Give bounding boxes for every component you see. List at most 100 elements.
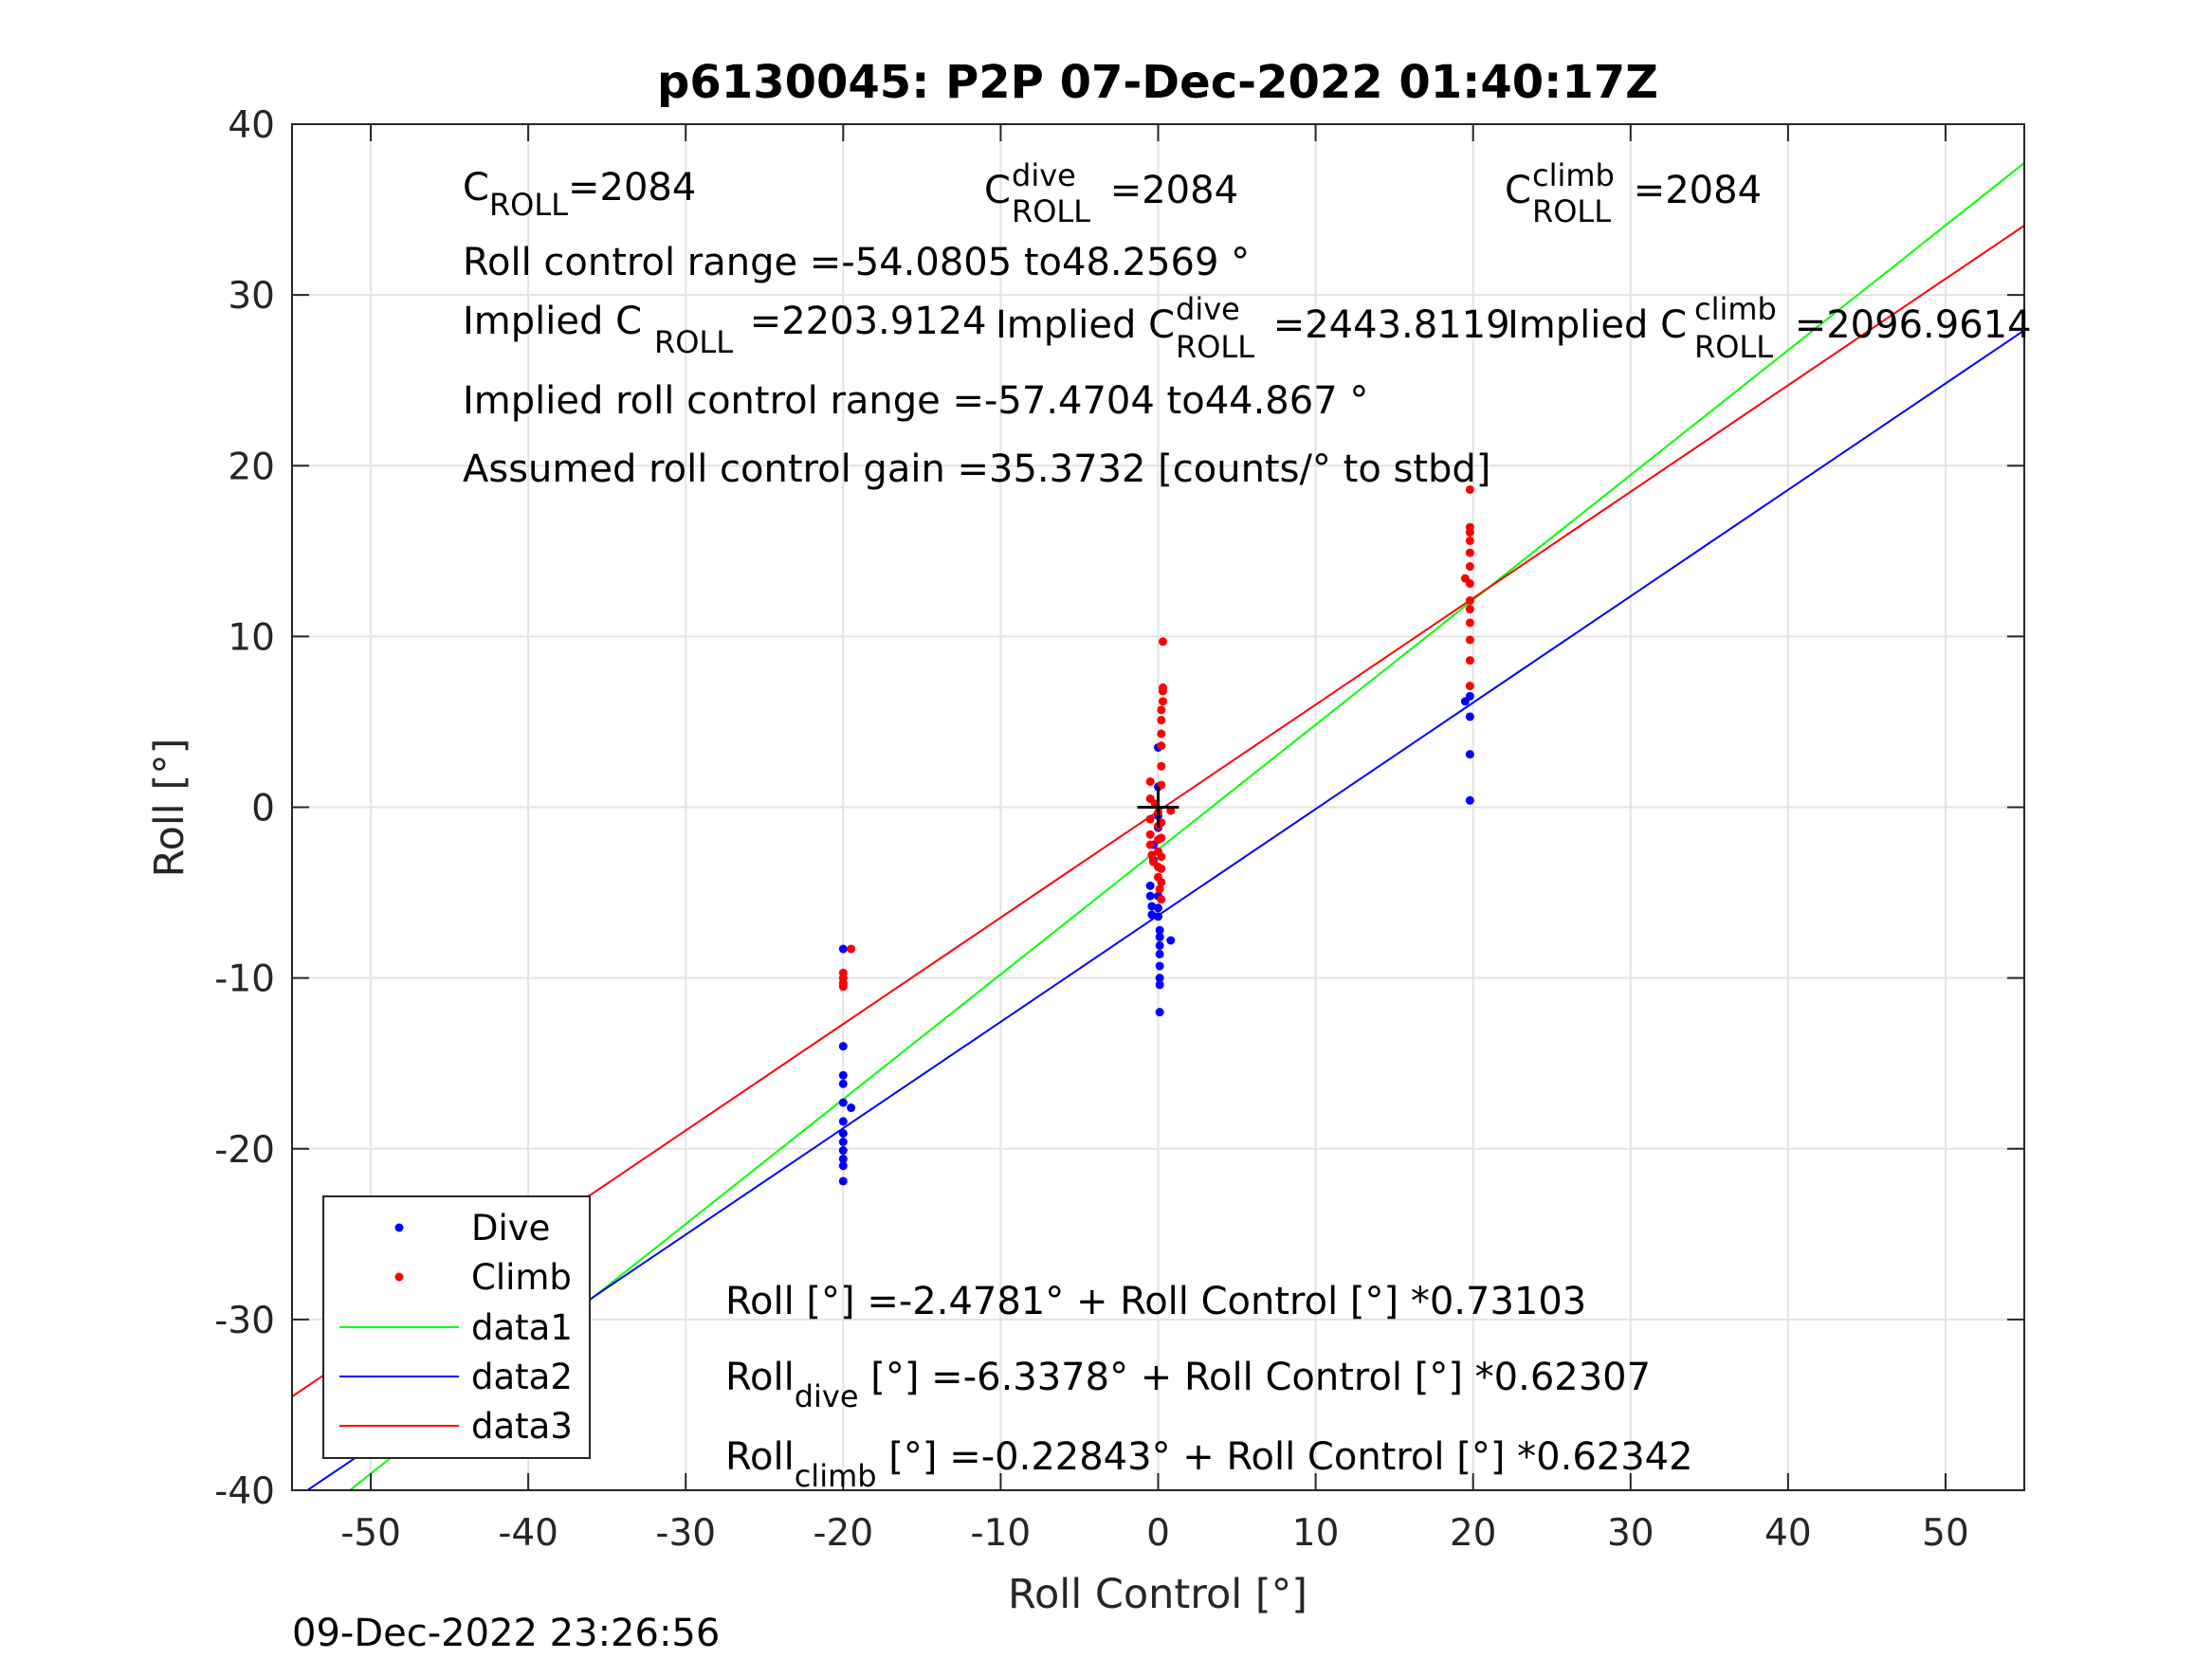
climb-point [1155,884,1164,894]
x-tick-label: -40 [498,1512,558,1555]
x-tick-label: 10 [1292,1512,1340,1555]
legend-dive-marker [394,1223,404,1232]
x-tick-label: 50 [1922,1512,1969,1555]
climb-point [1465,548,1474,557]
climb-point [1147,850,1157,860]
climb-point [1157,864,1166,873]
legend-climb-label: Climb [471,1257,572,1298]
y-tick-label: 30 [228,275,275,318]
dive-point [838,1070,848,1080]
climb-point [1465,605,1474,614]
dive-point [1465,795,1474,805]
c-roll-climb-annotation: Cclimb ROLL =2084 [1505,157,1762,229]
climb-point [1465,682,1474,691]
dive-point [1465,691,1474,701]
climb-point [1158,697,1167,706]
x-tick-label: 20 [1450,1512,1497,1555]
x-tick-label: -30 [655,1512,716,1555]
dive-point [838,1146,848,1156]
dive-point [1154,903,1162,913]
climb-point [1465,562,1474,572]
dive-point [1145,891,1155,901]
y-tick-labels: 40 30 20 10 0 -10 -20 -30 -40 [214,104,275,1513]
fit-dive-equation: Rolldive [°] =-6.3378° + Roll Control [°… [725,1356,1651,1414]
climb-point [1465,618,1474,628]
dive-point [1145,881,1155,890]
dive-point [1155,932,1164,941]
x-axis-label: Roll Control [°] [1008,1571,1307,1618]
dive-point [1465,750,1474,759]
climb-point [1157,729,1166,738]
climb-point [1145,830,1155,839]
x-tick-label: -20 [813,1512,873,1555]
climb-point [1465,522,1474,532]
legend-data1-label: data1 [471,1307,573,1348]
x-tick-labels: -50 -40 -30 -20 -10 0 10 20 30 40 50 [340,1512,1969,1555]
dive-point [1154,912,1162,921]
climb-point [1157,716,1166,725]
x-tick-label: 40 [1764,1512,1812,1555]
c-roll-annotation: CROLL=2084 [463,166,696,223]
dive-point [1155,925,1164,935]
legend-data3-label: data3 [471,1406,573,1447]
origin-cross-marker [1137,786,1179,829]
dive-point [838,1079,848,1088]
climb-point [1465,656,1474,665]
dive-point [838,944,848,954]
dive-point [838,1098,848,1107]
dive-point [838,1161,848,1171]
fit-climb-equation: Rollclimb [°] =-0.22843° + Roll Control … [725,1435,1693,1494]
y-axis-label: Roll [°] [146,738,193,878]
climb-point [1157,895,1166,904]
axis-ticks [292,123,2024,1491]
y-tick-label: 40 [228,104,275,147]
timestamp: 09-Dec-2022 23:26:56 [292,1612,720,1655]
dive-point [1155,974,1164,983]
climb-point [1157,833,1166,843]
dive-point [838,1176,848,1186]
climb-point [1157,852,1166,862]
climb-point [1157,705,1166,715]
climb-point [1465,579,1474,589]
implied-range-annotation: Implied roll control range =-57.4704 to4… [463,379,1368,423]
y-tick-label: 20 [228,446,275,488]
climb-point [838,982,848,992]
legend-dive-label: Dive [471,1208,550,1249]
dive-point [1155,949,1164,958]
dive-point [1155,940,1164,950]
climb-point [1157,761,1166,771]
climb-point [1145,840,1155,849]
x-tick-label: -10 [971,1512,1032,1555]
dive-point [838,1042,848,1051]
gain-annotation: Assumed roll control gain =35.3732 [coun… [463,447,1490,491]
x-tick-label: 0 [1146,1512,1170,1555]
legend-data2-label: data2 [471,1357,573,1397]
fit-all-equation: Roll [°] =-2.4781° + Roll Control [°] *0… [725,1280,1586,1323]
y-tick-label: -10 [214,958,275,1001]
dive-point [838,1138,848,1147]
climb-point [1158,637,1167,647]
climb-point [1465,484,1474,494]
y-tick-label: 0 [251,788,275,830]
c-roll-dive-annotation: Cdive ROLL =2084 [984,157,1238,229]
dive-point [838,1129,848,1139]
implied-c-roll-annotation: Implied C ROLL =2203.9124 [463,300,987,360]
dive-point [1155,1008,1164,1017]
climb-point [1465,635,1474,645]
dive-point [847,1103,856,1113]
legend-climb-marker [394,1272,404,1282]
climb-point [1157,878,1166,887]
dive-point [838,1117,848,1126]
roll-control-range-annotation: Roll control range =-54.0805 to48.2569 ° [463,241,1250,284]
implied-c-roll-dive-annotation: Implied Cdive ROLL =2443.8119 [996,291,1510,365]
dive-point [1465,712,1474,721]
dive-point [1155,980,1164,990]
climb-point [1158,683,1167,692]
climb-point [1145,776,1155,786]
dive-point [1166,936,1176,945]
y-tick-label: -20 [214,1129,275,1172]
legend: Dive Climb data1 data2 data3 [322,1195,591,1459]
climb-point [1465,537,1474,546]
